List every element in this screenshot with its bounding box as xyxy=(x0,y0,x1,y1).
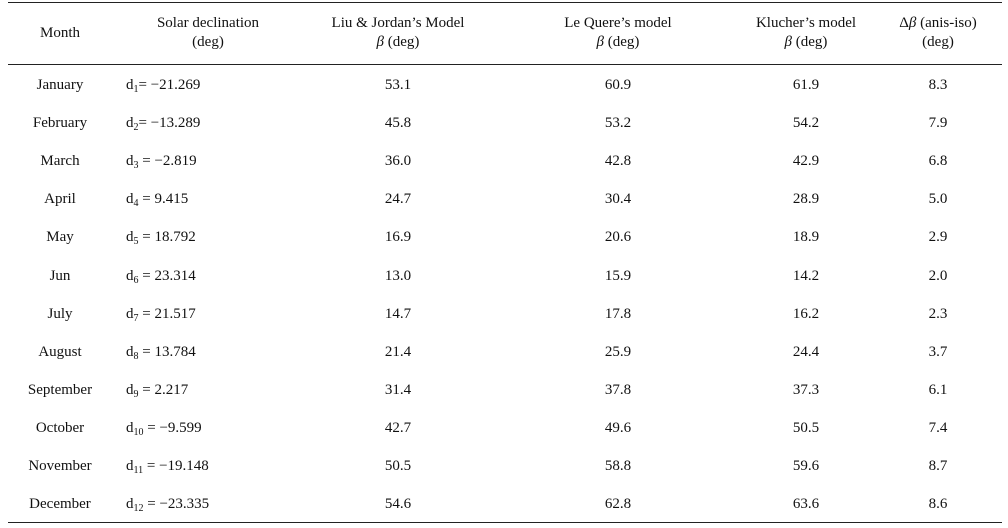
table-row: January d1= −21.269 53.1 60.9 61.9 8.3 xyxy=(8,66,1002,104)
cell-le-quere: 62.8 xyxy=(604,496,632,513)
cell-klucher: 59.6 xyxy=(792,458,820,474)
cell-delta-beta: 5.0 xyxy=(928,191,948,208)
cell-liu-jordan: 50.5 xyxy=(384,458,412,474)
cell-declination: d3 = −2.819 xyxy=(126,153,197,172)
cell-le-quere: 53.2 xyxy=(604,115,632,132)
cell-le-quere: 20.6 xyxy=(604,229,632,246)
header-month: Month xyxy=(39,25,80,41)
cell-delta-beta: 8.7 xyxy=(928,458,948,474)
cell-delta-beta: 8.3 xyxy=(928,77,948,93)
cell-declination: d6 = 23.314 xyxy=(126,267,196,286)
cell-declination: d10 = −9.599 xyxy=(126,419,202,438)
table-row: July d7 = 21.517 14.7 17.8 16.2 2.3 xyxy=(8,295,1002,333)
cell-delta-beta: 2.0 xyxy=(928,267,948,284)
header-le-quere: Le Quere’s model β (deg) xyxy=(564,15,672,50)
table-row: March d3 = −2.819 36.0 42.8 42.9 6.8 xyxy=(8,142,1002,180)
cell-klucher: 50.5 xyxy=(792,419,820,436)
header-delta-beta: Δβ (anis-iso) (deg) xyxy=(899,15,977,50)
cell-month: February xyxy=(32,115,88,132)
cell-liu-jordan: 21.4 xyxy=(384,343,412,360)
cell-le-quere: 49.6 xyxy=(604,419,632,436)
cell-klucher: 24.4 xyxy=(792,343,820,360)
cell-delta-beta: 6.1 xyxy=(928,381,948,398)
header-solar-declination: Solar declination (deg) xyxy=(156,15,260,50)
table-row: September d9 = 2.217 31.4 37.8 37.3 6.1 xyxy=(8,371,1002,409)
cell-month: November xyxy=(28,458,92,474)
cell-le-quere: 60.9 xyxy=(604,77,632,93)
cell-liu-jordan: 54.6 xyxy=(384,496,412,513)
cell-klucher: 16.2 xyxy=(792,305,820,322)
cell-le-quere: 58.8 xyxy=(604,458,632,474)
cell-delta-beta: 2.9 xyxy=(928,229,948,246)
cell-month: January xyxy=(36,77,84,93)
cell-liu-jordan: 45.8 xyxy=(384,115,412,132)
cell-le-quere: 42.8 xyxy=(604,153,632,170)
cell-delta-beta: 6.8 xyxy=(928,153,948,170)
cell-klucher: 61.9 xyxy=(792,77,820,93)
cell-liu-jordan: 16.9 xyxy=(384,229,412,246)
cell-declination: d8 = 13.784 xyxy=(126,343,196,362)
table-row: April d4 = 9.415 24.7 30.4 28.9 5.0 xyxy=(8,180,1002,218)
cell-delta-beta: 7.9 xyxy=(928,115,948,132)
header-liu-jordan: Liu & Jordan’s Model β (deg) xyxy=(331,15,465,50)
cell-declination: d4 = 9.415 xyxy=(126,191,189,210)
cell-month: March xyxy=(40,153,80,170)
cell-klucher: 37.3 xyxy=(792,381,820,398)
table-row: December d12 = −23.335 54.6 62.8 63.6 8.6 xyxy=(8,485,1002,523)
cell-liu-jordan: 31.4 xyxy=(384,381,412,398)
cell-le-quere: 30.4 xyxy=(604,191,632,208)
cell-liu-jordan: 24.7 xyxy=(384,191,412,208)
table-row: Jun d6 = 23.314 13.0 15.9 14.2 2.0 xyxy=(8,257,1002,295)
cell-month: Jun xyxy=(49,267,71,284)
cell-delta-beta: 7.4 xyxy=(928,419,948,436)
cell-delta-beta: 2.3 xyxy=(928,305,948,322)
cell-le-quere: 25.9 xyxy=(604,343,632,360)
table-header-rule xyxy=(8,64,1002,65)
cell-le-quere: 17.8 xyxy=(604,305,632,322)
cell-klucher: 54.2 xyxy=(792,115,820,132)
cell-declination: d11 = −19.148 xyxy=(126,458,209,476)
cell-klucher: 28.9 xyxy=(792,191,820,208)
cell-declination: d12 = −23.335 xyxy=(126,496,210,515)
cell-declination: d2= −13.289 xyxy=(126,115,201,134)
cell-le-quere: 37.8 xyxy=(604,381,632,398)
cell-le-quere: 15.9 xyxy=(604,267,632,284)
table-bottom-rule xyxy=(8,522,1002,523)
cell-declination: d1= −21.269 xyxy=(126,77,201,95)
cell-klucher: 63.6 xyxy=(792,496,820,513)
cell-klucher: 14.2 xyxy=(792,267,820,284)
cell-klucher: 18.9 xyxy=(792,229,820,246)
cell-declination: d7 = 21.517 xyxy=(126,305,196,324)
cell-month: April xyxy=(44,191,76,208)
cell-month: August xyxy=(38,343,82,360)
cell-month: May xyxy=(46,229,74,246)
header-klucher: Klucher’s model β (deg) xyxy=(755,15,857,50)
cell-klucher: 42.9 xyxy=(792,153,820,170)
cell-liu-jordan: 13.0 xyxy=(384,267,412,284)
cell-declination: d9 = 2.217 xyxy=(126,381,189,400)
cell-liu-jordan: 53.1 xyxy=(384,77,412,93)
cell-liu-jordan: 42.7 xyxy=(384,419,412,436)
cell-declination: d5 = 18.792 xyxy=(126,229,196,248)
table-row: May d5 = 18.792 16.9 20.6 18.9 2.9 xyxy=(8,218,1002,256)
table-row: November d11 = −19.148 50.5 58.8 59.6 8.7 xyxy=(8,447,1002,485)
table-row: October d10 = −9.599 42.7 49.6 50.5 7.4 xyxy=(8,409,1002,447)
cell-month: October xyxy=(35,419,85,436)
cell-delta-beta: 3.7 xyxy=(928,343,948,360)
table-row: February d2= −13.289 45.8 53.2 54.2 7.9 xyxy=(8,104,1002,142)
cell-delta-beta: 8.6 xyxy=(928,496,948,513)
cell-liu-jordan: 36.0 xyxy=(384,153,412,170)
cell-month: September xyxy=(27,381,93,398)
cell-liu-jordan: 14.7 xyxy=(384,305,412,322)
cell-month: July xyxy=(47,305,73,322)
table-top-rule xyxy=(8,2,1002,3)
cell-month: December xyxy=(29,496,91,513)
table-row: August d8 = 13.784 21.4 25.9 24.4 3.7 xyxy=(8,333,1002,371)
